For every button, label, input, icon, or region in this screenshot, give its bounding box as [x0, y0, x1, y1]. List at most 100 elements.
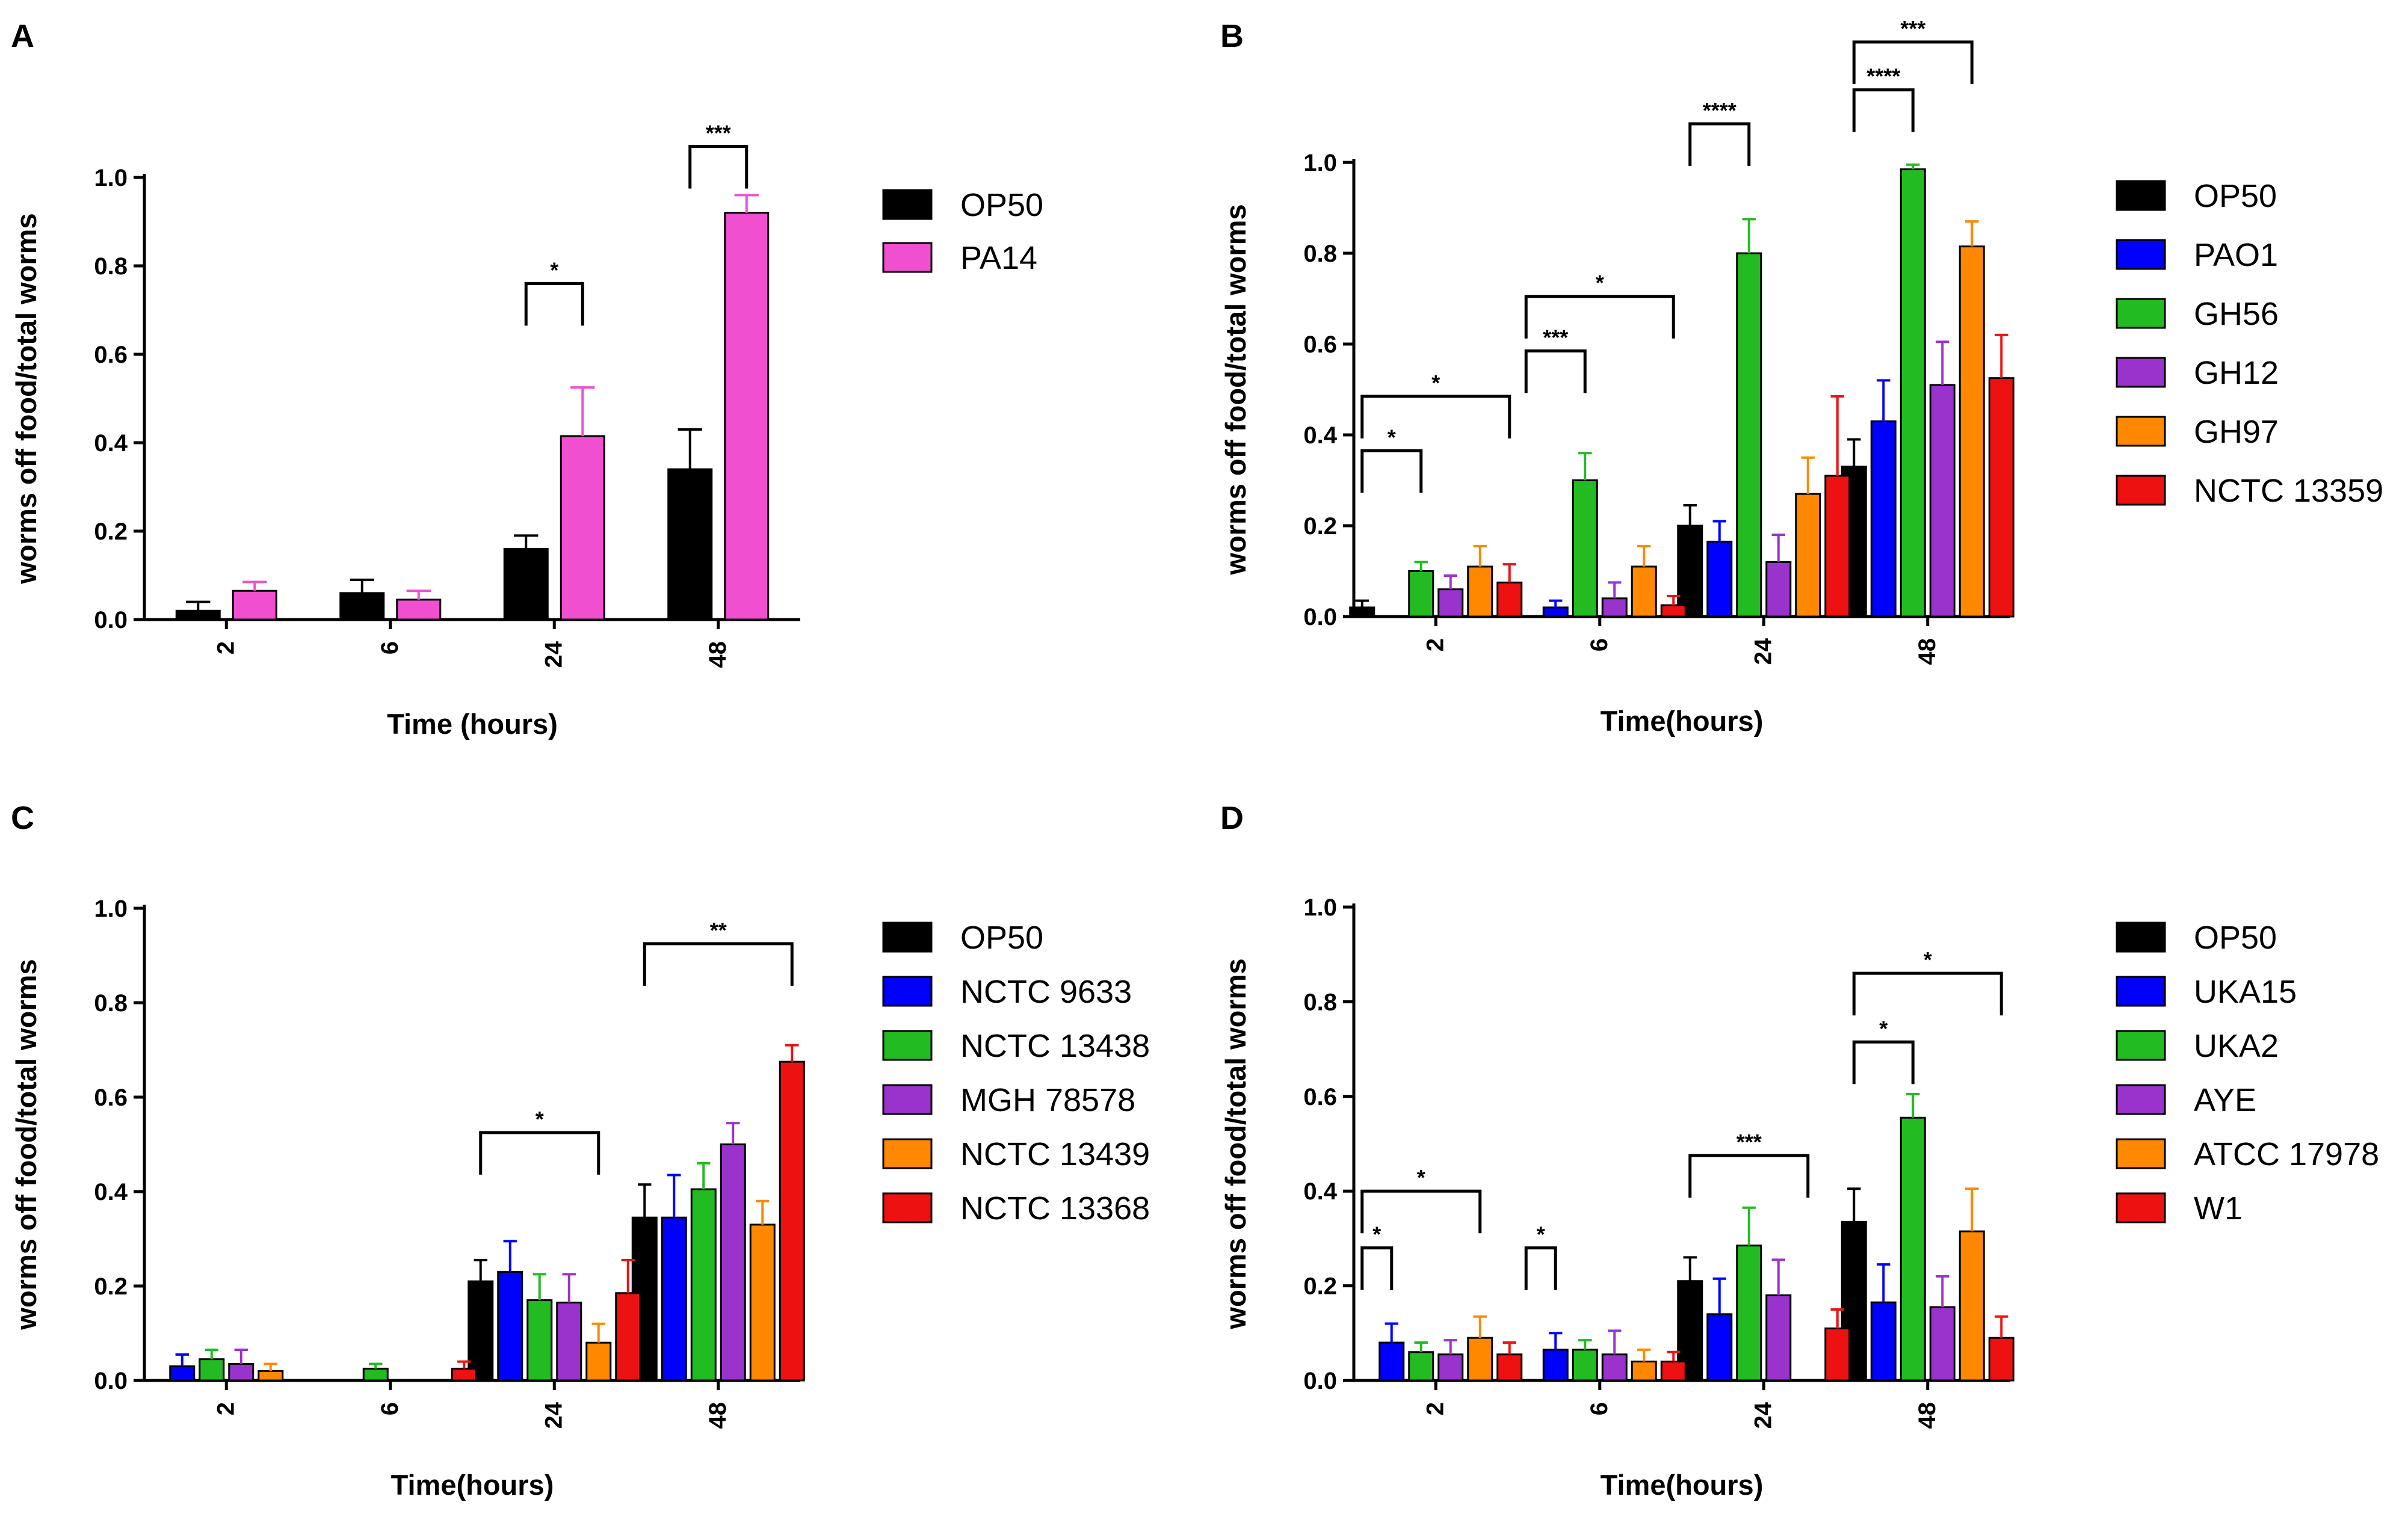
bar: [1496, 581, 1523, 618]
legend-label: GH97: [2194, 414, 2279, 450]
significance-bracket: [1360, 1246, 1394, 1290]
legend-label: OP50: [960, 187, 1043, 223]
bar: [1795, 493, 1821, 618]
y-tick-label: 0.8: [94, 253, 128, 280]
bar: [1736, 1245, 1762, 1382]
y-tick-label: 0.6: [1303, 1084, 1337, 1110]
significance-bracket: [1524, 349, 1587, 393]
significance-bracket: [1524, 295, 1675, 339]
bar: [526, 1299, 553, 1382]
bar: [1631, 565, 1657, 618]
legend-label: PAO1: [2194, 237, 2278, 273]
x-tick-label: 6: [1586, 1402, 1613, 1415]
significance-label: *: [1417, 1165, 1425, 1190]
significance-bracket: [1852, 971, 2003, 1016]
y-tick-label: 0.2: [94, 518, 128, 545]
legend-swatch: [2116, 1192, 2166, 1223]
legend-swatch: [882, 1192, 933, 1223]
bar: [468, 1280, 494, 1382]
bar: [1408, 570, 1434, 618]
bar: [1601, 597, 1628, 618]
bar: [1349, 606, 1375, 618]
x-axis-label: Time(hours): [391, 1469, 554, 1501]
significance-label: ****: [1703, 98, 1737, 123]
bar: [1572, 479, 1598, 618]
x-tick-label: 48: [705, 641, 731, 668]
significance-label: ***: [706, 121, 731, 146]
y-axis-label: worms off food/total worms: [1220, 958, 1252, 1329]
legend-label: GH56: [2194, 296, 2279, 332]
significance-label: ***: [1543, 325, 1568, 349]
bar: [1660, 604, 1687, 618]
bar: [339, 592, 385, 621]
y-tick-label: 0.2: [1303, 1273, 1337, 1300]
significance-bracket: [643, 942, 794, 986]
bar: [1601, 1353, 1628, 1382]
y-tick-label: 0.2: [1303, 513, 1337, 540]
legend-swatch: [882, 1084, 933, 1115]
bar: [661, 1216, 687, 1382]
y-axis-label: worms off food/total worms: [10, 213, 42, 584]
legend-swatch: [2116, 416, 2166, 447]
x-tick-label: 24: [540, 1402, 567, 1429]
legend-swatch: [2116, 357, 2166, 388]
x-axis-label: Time(hours): [1601, 705, 1764, 737]
bar: [1900, 1116, 1926, 1382]
significance-bracket: [1688, 1154, 1810, 1198]
significance-label: *: [550, 257, 558, 282]
y-tick-label: 0.4: [94, 1179, 128, 1205]
legend-label: OP50: [2194, 178, 2277, 214]
significance-label: *: [1879, 1016, 1888, 1041]
chart-panel-b: B0.00.20.40.60.81.02 6 24 48***************…: [1220, 16, 2383, 737]
bar: [503, 547, 549, 621]
bar: [1824, 475, 1851, 618]
bar: [1988, 377, 2014, 618]
bar: [556, 1301, 582, 1382]
x-tick-label: 6: [1586, 638, 1613, 651]
significance-label: *: [536, 1107, 544, 1131]
panel-letter: D: [1220, 800, 1244, 836]
x-axis-label: Time(hours): [1601, 1469, 1764, 1501]
legend-swatch: [882, 922, 933, 953]
x-tick-label: 48: [705, 1402, 731, 1429]
legend-label: OP50: [2194, 920, 2277, 956]
bar: [720, 1143, 746, 1382]
bar: [1467, 565, 1493, 618]
bar: [497, 1270, 523, 1382]
significance-label: *: [1924, 947, 1932, 972]
bar: [396, 598, 442, 621]
legend-label: NCTC 13438: [960, 1028, 1150, 1064]
legend-swatch: [2116, 976, 2166, 1007]
x-tick-label: 2: [1422, 638, 1448, 651]
significance-label: *: [1388, 425, 1396, 449]
significance-bracket: [1852, 1040, 1915, 1085]
x-tick-label: 48: [1914, 638, 1940, 665]
significance-bracket: [1360, 395, 1511, 438]
bar: [1542, 606, 1569, 618]
bar: [232, 589, 277, 621]
legend-label: NCTC 13359: [2194, 473, 2383, 509]
legend-swatch: [2116, 922, 2166, 953]
bar: [1959, 245, 1985, 618]
legend-swatch: [2116, 1084, 2166, 1115]
y-tick-label: 0.6: [94, 342, 128, 368]
bar: [1437, 588, 1464, 618]
y-tick-label: 0.4: [1303, 1178, 1337, 1205]
bar: [1437, 1353, 1464, 1382]
y-tick-label: 1.0: [1303, 150, 1337, 176]
bar: [1870, 420, 1897, 618]
y-tick-label: 0.8: [1303, 989, 1337, 1015]
bar: [585, 1341, 612, 1382]
y-tick-label: 1.0: [94, 165, 128, 191]
y-tick-label: 0.0: [94, 1368, 128, 1394]
bar: [1660, 1361, 1687, 1382]
legend-swatch: [2116, 180, 2166, 211]
x-tick-label: 24: [1750, 1402, 1776, 1429]
y-tick-label: 1.0: [94, 896, 128, 922]
bar: [199, 1358, 225, 1382]
legend-label: GH12: [2194, 355, 2279, 391]
bar: [1959, 1230, 1985, 1382]
legend-label: W1: [2194, 1190, 2243, 1226]
legend-label: OP50: [960, 920, 1043, 956]
significance-bracket: [1360, 449, 1423, 493]
